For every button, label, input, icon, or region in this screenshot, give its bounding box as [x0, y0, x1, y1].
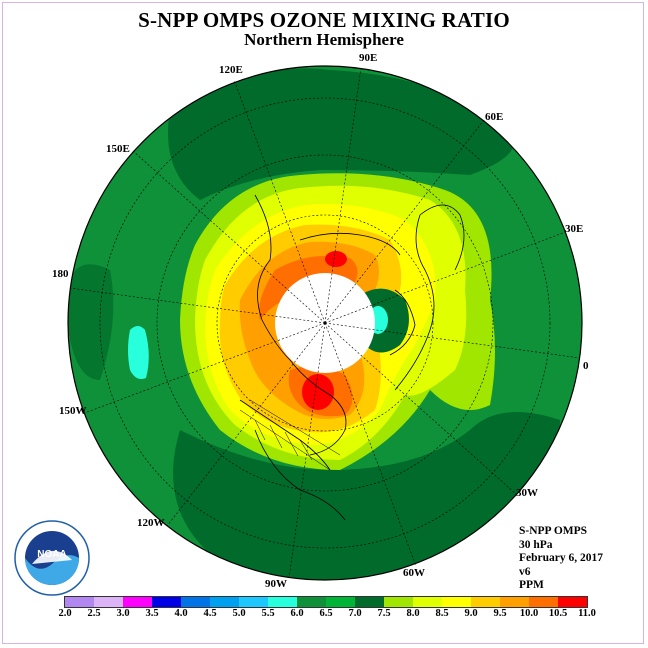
- colorbar-tick-label: 2.5: [87, 608, 101, 619]
- colorbar-tick-label: 3.0: [116, 608, 130, 619]
- colorbar-swatch: [65, 597, 94, 607]
- map-subtitle: Northern Hemisphere: [244, 30, 404, 49]
- lon-label-30e: 30E: [565, 223, 584, 235]
- lon-label-180: 180: [52, 268, 69, 280]
- colorbar-tick-label: 3.5: [145, 608, 159, 619]
- colorbar-tick-label: 2.0: [58, 608, 72, 619]
- colorbar-swatch: [529, 597, 558, 607]
- colorbar-tick-label: 4.0: [174, 608, 188, 619]
- colorbar-tick-label: 6.5: [319, 608, 333, 619]
- colorbar-swatch: [355, 597, 384, 607]
- noaa-logo: NOAA: [14, 520, 90, 596]
- colorbar-tick-label: 9.5: [493, 608, 507, 619]
- colorbar-swatch: [94, 597, 123, 607]
- colorbar-swatch: [384, 597, 413, 607]
- colorbar-swatch: [413, 597, 442, 607]
- info-version: v6: [519, 565, 531, 578]
- field-red-upper: [325, 251, 347, 267]
- colorbar-tick-label: 10.0: [519, 608, 539, 619]
- lon-label-30w: 30W: [516, 487, 538, 499]
- colorbar-tick-label: 11.0: [578, 608, 596, 619]
- field-cyan-patch: [128, 326, 149, 379]
- colorbar-swatch: [442, 597, 471, 607]
- lon-label-60w: 60W: [403, 567, 425, 579]
- coastlines: [239, 194, 465, 521]
- colorbar-tick-label: 8.5: [435, 608, 449, 619]
- info-units: PPM: [519, 579, 544, 591]
- lon-label-60e: 60E: [485, 111, 504, 123]
- colorbar-tick-label: 5.0: [232, 608, 246, 619]
- colorbar-tick-label: 6.0: [290, 608, 304, 619]
- colorbar-swatch: [239, 597, 268, 607]
- colorbar-swatch: [500, 597, 529, 607]
- colorbar-swatch: [471, 597, 500, 607]
- lon-label-120w: 120W: [137, 517, 165, 529]
- colorbar-swatch: [181, 597, 210, 607]
- field-dark-green-top: [168, 68, 515, 200]
- info-instrument: S-NPP OMPS: [519, 525, 588, 537]
- colorbar-tick-label: 7.0: [348, 608, 362, 619]
- colorbar-tick-label: 8.0: [406, 608, 420, 619]
- colorbar-tick-label: 4.5: [203, 608, 217, 619]
- lon-label-90e: 90E: [359, 52, 378, 64]
- country-borders: [239, 399, 341, 471]
- colorbar-swatch: [297, 597, 326, 607]
- colorbar-swatch: [210, 597, 239, 607]
- info-level: 30 hPa: [519, 538, 553, 551]
- colorbar-swatch: [326, 597, 355, 607]
- colorbar-swatch: [268, 597, 297, 607]
- info-date: February 6, 2017: [519, 552, 604, 564]
- colorbar-tick-label: 10.5: [548, 608, 568, 619]
- lon-label-150w: 150W: [59, 405, 87, 417]
- info-block: S-NPP OMPS 30 hPa February 6, 2017 v6 PP…: [519, 525, 603, 593]
- lon-label-120e: 120E: [219, 64, 243, 76]
- graticule: [69, 67, 581, 579]
- map-border: [67, 65, 583, 581]
- field-dark-green-left: [68, 264, 114, 380]
- map-title: S-NPP OMPS OZONE MIXING RATIO: [138, 8, 510, 32]
- lon-label-90w: 90W: [265, 578, 287, 590]
- colorbar-tick-label: 5.5: [261, 608, 275, 619]
- colorbar-swatch: [123, 597, 152, 607]
- colorbar-tick-label: 9.0: [464, 608, 478, 619]
- lon-label-0: 0: [583, 360, 589, 372]
- noaa-logo-text: NOAA: [37, 549, 66, 560]
- colorbar-ticks: 2.0 2.5 3.0 3.5 4.0 4.5 5.0 5.5 6.0 6.5 7.0 7.5 8.0 8…: [0, 608, 648, 622]
- colorbar: [64, 596, 588, 608]
- field-red-lower: [302, 374, 334, 410]
- lon-label-150e: 150E: [106, 143, 130, 155]
- colorbar-swatch: [558, 597, 587, 607]
- colorbar-swatch: [152, 597, 181, 607]
- colorbar-tick-label: 7.5: [377, 608, 391, 619]
